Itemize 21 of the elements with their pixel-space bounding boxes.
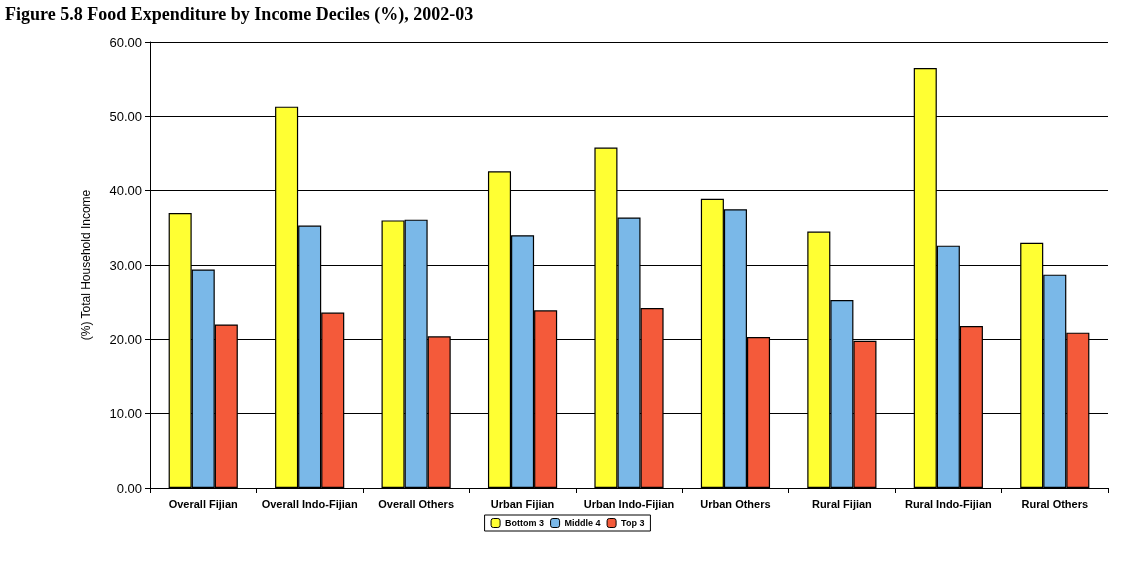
y-tick-label: 40.00 [109, 183, 142, 199]
legend-label: Bottom 3 [505, 518, 545, 528]
x-tick-label: Overall Fijian [168, 498, 239, 510]
y-tick-label: 30.00 [109, 257, 142, 273]
x-tick-label: Urban Fijian [490, 498, 555, 510]
x-tick-label: Urban Indo-Fijian [583, 498, 675, 510]
x-tick-label: Rural Fijian [811, 498, 873, 510]
legend-label: Middle 4 [564, 518, 601, 528]
chart-title: Figure 5.8 Food Expenditure by Income Deciles (%), 2002-03 [5, 4, 474, 25]
y-tick-label: 10.00 [109, 406, 142, 422]
x-tick-label: Rural Indo-Fijian [904, 498, 992, 510]
y-axis-title: (%) Total Household Income [79, 189, 93, 341]
y-tick-label: 0.00 [116, 480, 142, 496]
y-tick-label: 60.00 [109, 34, 142, 50]
x-tick-label: Overall Others [378, 498, 455, 510]
x-tick-label: Rural Others [1021, 498, 1089, 510]
x-tick-label: Overall Indo-Fijian [261, 498, 358, 510]
y-tick-label: 50.00 [109, 108, 142, 124]
x-tick-label: Urban Others [700, 498, 771, 510]
y-tick-label: 20.00 [109, 331, 142, 347]
legend-label: Top 3 [621, 518, 645, 528]
